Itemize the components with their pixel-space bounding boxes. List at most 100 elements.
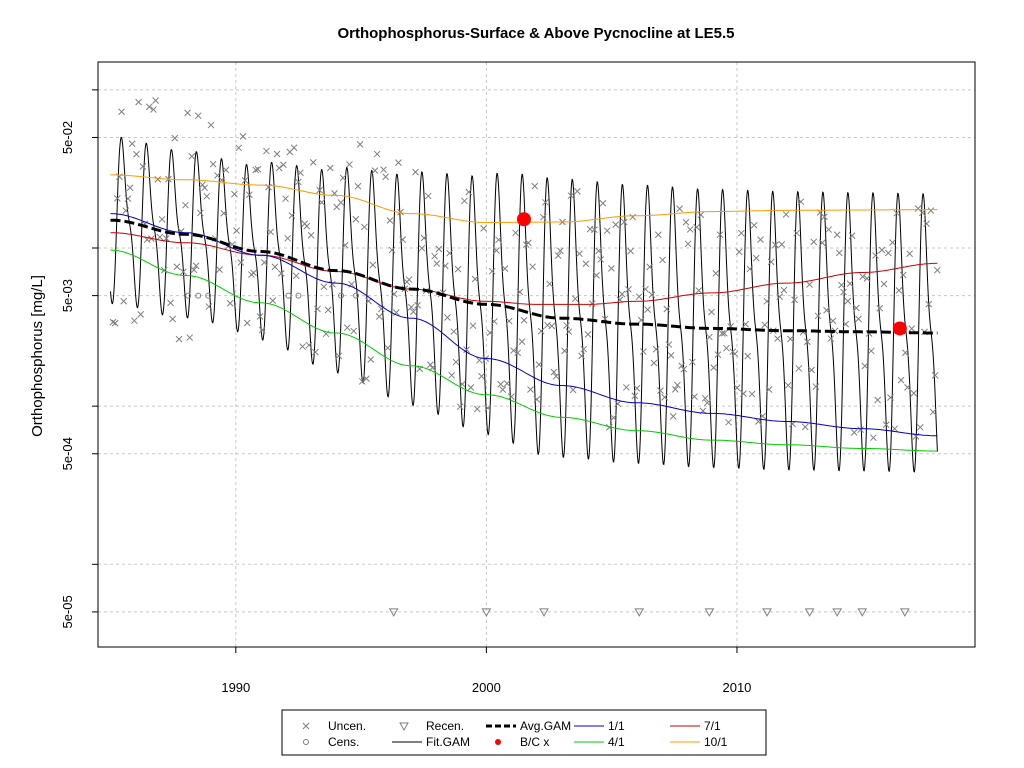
uncensored-x-mark — [390, 290, 398, 298]
uncensored-point — [878, 246, 886, 254]
uncensored-point — [812, 383, 820, 390]
legend-label: 7/1 — [704, 719, 721, 733]
uncensored-point — [916, 423, 924, 431]
uncensored-point — [469, 322, 477, 330]
uncensored-point — [280, 161, 287, 169]
uncensored-point — [840, 288, 847, 296]
uncensored-point — [343, 324, 351, 332]
uncensored-x-mark — [499, 386, 507, 393]
uncensored-x-mark — [780, 286, 788, 294]
legend-label: 10/1 — [704, 735, 728, 749]
uncensored-x-mark — [846, 280, 854, 287]
uncensored-point — [471, 275, 479, 283]
uncensored-point — [505, 317, 513, 325]
uncensored-x-mark — [512, 229, 519, 237]
uncensored-point — [444, 314, 451, 321]
uncensored-point — [829, 317, 837, 325]
censored-point — [195, 292, 202, 299]
uncensored-point — [156, 233, 164, 241]
uncensored-point — [199, 181, 206, 189]
uncensored-x-mark — [627, 247, 634, 255]
uncensored-x-mark — [784, 381, 792, 389]
uncensored-point — [695, 287, 703, 294]
uncensored-x-mark — [263, 147, 270, 155]
uncensored-x-mark — [791, 296, 798, 304]
uncensored-x-mark — [128, 140, 136, 148]
uncensored-x-mark — [365, 297, 372, 305]
uncensored-point — [887, 394, 894, 401]
uncensored-point — [716, 231, 724, 239]
uncensored-point — [691, 393, 698, 400]
legend-box — [281, 709, 767, 756]
uncensored-point — [884, 249, 892, 257]
uncensored-point — [254, 165, 262, 173]
uncensored-x-mark — [804, 338, 811, 346]
uncensored-point — [380, 166, 387, 174]
uncensored-x-mark — [465, 188, 473, 196]
uncensored-x-mark — [414, 301, 421, 309]
uncensored-point — [567, 192, 575, 200]
uncensored-x-mark — [158, 215, 166, 223]
legend-item: Cens. — [303, 735, 359, 749]
uncensored-point — [130, 317, 138, 325]
uncensored-x-mark — [192, 262, 200, 270]
uncensored-point — [467, 384, 475, 391]
uncensored-x-mark — [671, 385, 679, 393]
uncensored-point — [299, 343, 306, 350]
uncensored-x-mark — [821, 213, 828, 221]
uncensored-point — [706, 333, 713, 341]
uncensored-point — [239, 133, 247, 140]
uncensored-x-mark — [695, 287, 703, 294]
uncensored-point — [312, 348, 319, 356]
uncensored-point — [910, 389, 918, 397]
uncensored-x-mark — [737, 229, 745, 237]
uncensored-point — [354, 182, 362, 190]
legend-label: Fit.GAM — [426, 735, 470, 749]
uncensored-x-mark — [663, 305, 671, 313]
uncensored-x-mark — [603, 227, 611, 235]
uncensored-x-mark — [339, 174, 347, 182]
uncensored-point — [580, 345, 588, 353]
uncensored-x-mark — [480, 225, 487, 232]
uncensored-point — [371, 167, 379, 175]
uncensored-x-mark — [239, 133, 247, 140]
uncensored-x-mark — [363, 375, 370, 382]
censored-point — [285, 292, 292, 299]
uncensored-point — [874, 396, 882, 404]
uncensored-x-mark — [569, 386, 577, 394]
uncensored-x-mark — [772, 241, 779, 249]
uncensored-point — [642, 285, 649, 293]
bc-point — [892, 321, 907, 336]
uncensored-point — [450, 328, 458, 335]
uncensored-x-mark — [354, 182, 362, 190]
uncensored-x-mark — [605, 424, 613, 431]
uncensored-point — [137, 311, 145, 318]
uncensored-point — [382, 173, 390, 181]
uncensored-point — [714, 351, 722, 359]
uncensored-x-mark — [895, 287, 903, 294]
uncensored-point — [171, 134, 179, 142]
uncensored-x-mark — [271, 263, 279, 271]
uncensored-x-mark — [750, 221, 758, 229]
uncensored-x-mark — [463, 346, 470, 353]
uncensored-x-mark — [150, 106, 157, 113]
uncensored-point — [375, 313, 383, 320]
uncensored-x-mark — [133, 150, 140, 158]
uncensored-x-mark — [761, 321, 769, 329]
uncensored-point — [838, 281, 845, 289]
uncensored-point — [335, 352, 343, 360]
uncensored-x-mark — [840, 288, 847, 296]
uncensored-point — [388, 246, 396, 254]
uncensored-x-mark — [546, 280, 554, 288]
uncensored-point — [118, 108, 125, 116]
uncensored-x-mark — [588, 300, 596, 307]
uncensored-point — [282, 195, 289, 203]
uncensored-x-mark — [299, 343, 306, 350]
uncensored-x-mark — [793, 229, 801, 237]
uncensored-point — [250, 269, 257, 277]
uncensored-point — [637, 316, 645, 324]
uncensored-x-mark — [503, 380, 511, 387]
uncensored-x-mark — [233, 227, 240, 234]
uncensored-x-mark — [309, 159, 317, 166]
seasonal-fit-layer — [110, 136, 938, 473]
